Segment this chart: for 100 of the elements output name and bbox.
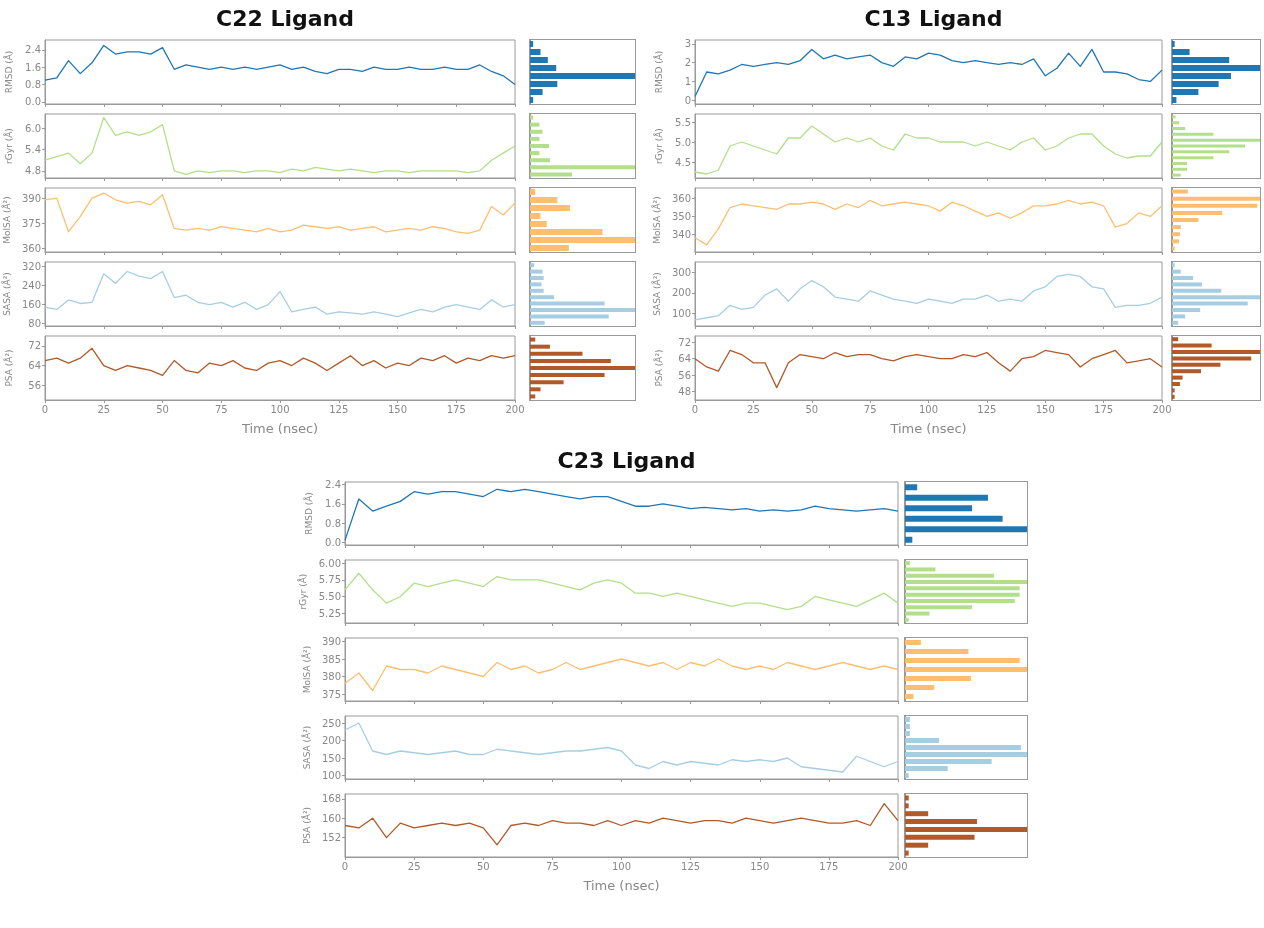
bar <box>1172 65 1260 71</box>
y-tick-label: 4.8 <box>25 165 41 177</box>
x-tick-label: 75 <box>546 860 559 872</box>
bar <box>905 605 973 610</box>
y-tick-label: 5.4 <box>25 144 41 156</box>
bar <box>905 484 918 491</box>
bar <box>1172 337 1179 342</box>
bar <box>1172 388 1175 393</box>
line-series <box>344 722 899 773</box>
bar <box>530 295 555 300</box>
x-tick-label: 50 <box>156 403 169 415</box>
y-tick-label: 1.6 <box>325 498 341 510</box>
bar <box>1172 150 1230 154</box>
bar <box>1172 127 1186 131</box>
bar <box>530 387 541 392</box>
y-tick-label: 390 <box>321 636 341 647</box>
bar <box>905 842 929 848</box>
bar <box>905 580 1027 585</box>
bar <box>530 65 557 71</box>
bar <box>905 850 909 856</box>
bar <box>530 229 603 235</box>
x-tick-label: 175 <box>819 860 839 872</box>
bar <box>530 221 547 227</box>
y-axis-title: MolSA (Å²) <box>300 645 312 694</box>
y-axis-title: MolSA (Å²) <box>650 196 662 244</box>
bar <box>1172 57 1230 63</box>
chart-title: C23 Ligand <box>557 447 696 473</box>
y-axis-title: MolSA (Å²) <box>0 196 12 244</box>
bar <box>905 515 1003 522</box>
y-tick-label: 5.75 <box>318 574 341 586</box>
y-tick-label: 200 <box>321 735 341 746</box>
x-tick-label: 100 <box>918 403 939 415</box>
line-series <box>344 658 899 692</box>
x-tick-label: 125 <box>681 860 701 872</box>
line-series <box>344 803 899 846</box>
bar <box>530 380 564 385</box>
y-tick-label: 160 <box>21 299 41 311</box>
x-axis-title: Time (nsec) <box>889 421 967 436</box>
bar <box>1172 132 1214 136</box>
bar <box>905 667 1027 672</box>
bar <box>1172 288 1222 293</box>
x-tick-label: 25 <box>97 403 111 415</box>
x-tick-label: 75 <box>214 403 228 415</box>
bar <box>905 745 1021 750</box>
bar <box>1172 295 1260 300</box>
bar <box>905 826 1027 832</box>
y-axis-title: SASA (Å²) <box>0 272 12 316</box>
bar <box>530 189 536 195</box>
y-tick-label: 100 <box>671 308 691 320</box>
bar <box>530 89 543 95</box>
bar <box>905 738 940 743</box>
bar <box>530 301 605 306</box>
line-series <box>694 349 1163 389</box>
y-tick-label: 56 <box>678 369 691 381</box>
y-tick-label: 48 <box>678 386 691 398</box>
bar <box>530 136 540 141</box>
y-axis-title: rGyr (Å) <box>652 128 664 164</box>
y-tick-label: 0.0 <box>25 96 41 108</box>
bar <box>905 694 914 699</box>
bar <box>1172 394 1175 399</box>
bar <box>1172 203 1258 208</box>
y-tick-label: 360 <box>21 243 41 255</box>
y-tick-label: 380 <box>321 671 341 682</box>
y-tick-label: 0.0 <box>325 537 341 549</box>
bar <box>905 766 948 771</box>
bar <box>905 731 910 736</box>
bar <box>1172 138 1260 142</box>
bar <box>530 394 536 399</box>
bar <box>1172 73 1231 79</box>
line-series <box>344 572 899 611</box>
bar <box>905 505 973 512</box>
y-tick-label: 1 <box>684 75 691 87</box>
x-tick-label: 150 <box>387 403 408 415</box>
x-tick-label: 125 <box>329 403 349 415</box>
y-tick-label: 0 <box>684 94 691 106</box>
bar <box>905 592 1020 597</box>
bar <box>1172 314 1186 319</box>
bar <box>1172 356 1252 361</box>
bar <box>530 344 550 349</box>
bar <box>1172 246 1175 251</box>
bar <box>530 276 544 280</box>
y-tick-label: 375 <box>321 688 341 700</box>
x-tick-label: 100 <box>611 860 632 872</box>
bar <box>1172 382 1180 386</box>
y-tick-label: 64 <box>678 353 691 365</box>
bar <box>1172 49 1190 55</box>
bar <box>530 282 542 287</box>
bar <box>530 320 545 325</box>
bar <box>905 649 969 654</box>
bar <box>530 373 605 378</box>
y-axis-title: rGyr (Å) <box>297 573 309 610</box>
x-tick-label: 200 <box>1152 403 1172 415</box>
x-tick-label: 0 <box>41 403 49 415</box>
bar <box>905 811 929 817</box>
bar <box>530 205 570 211</box>
bar <box>905 773 909 778</box>
x-tick-label: 200 <box>505 403 525 415</box>
bar <box>530 288 544 293</box>
bar <box>905 526 1027 533</box>
x-tick-label: 50 <box>476 860 490 872</box>
